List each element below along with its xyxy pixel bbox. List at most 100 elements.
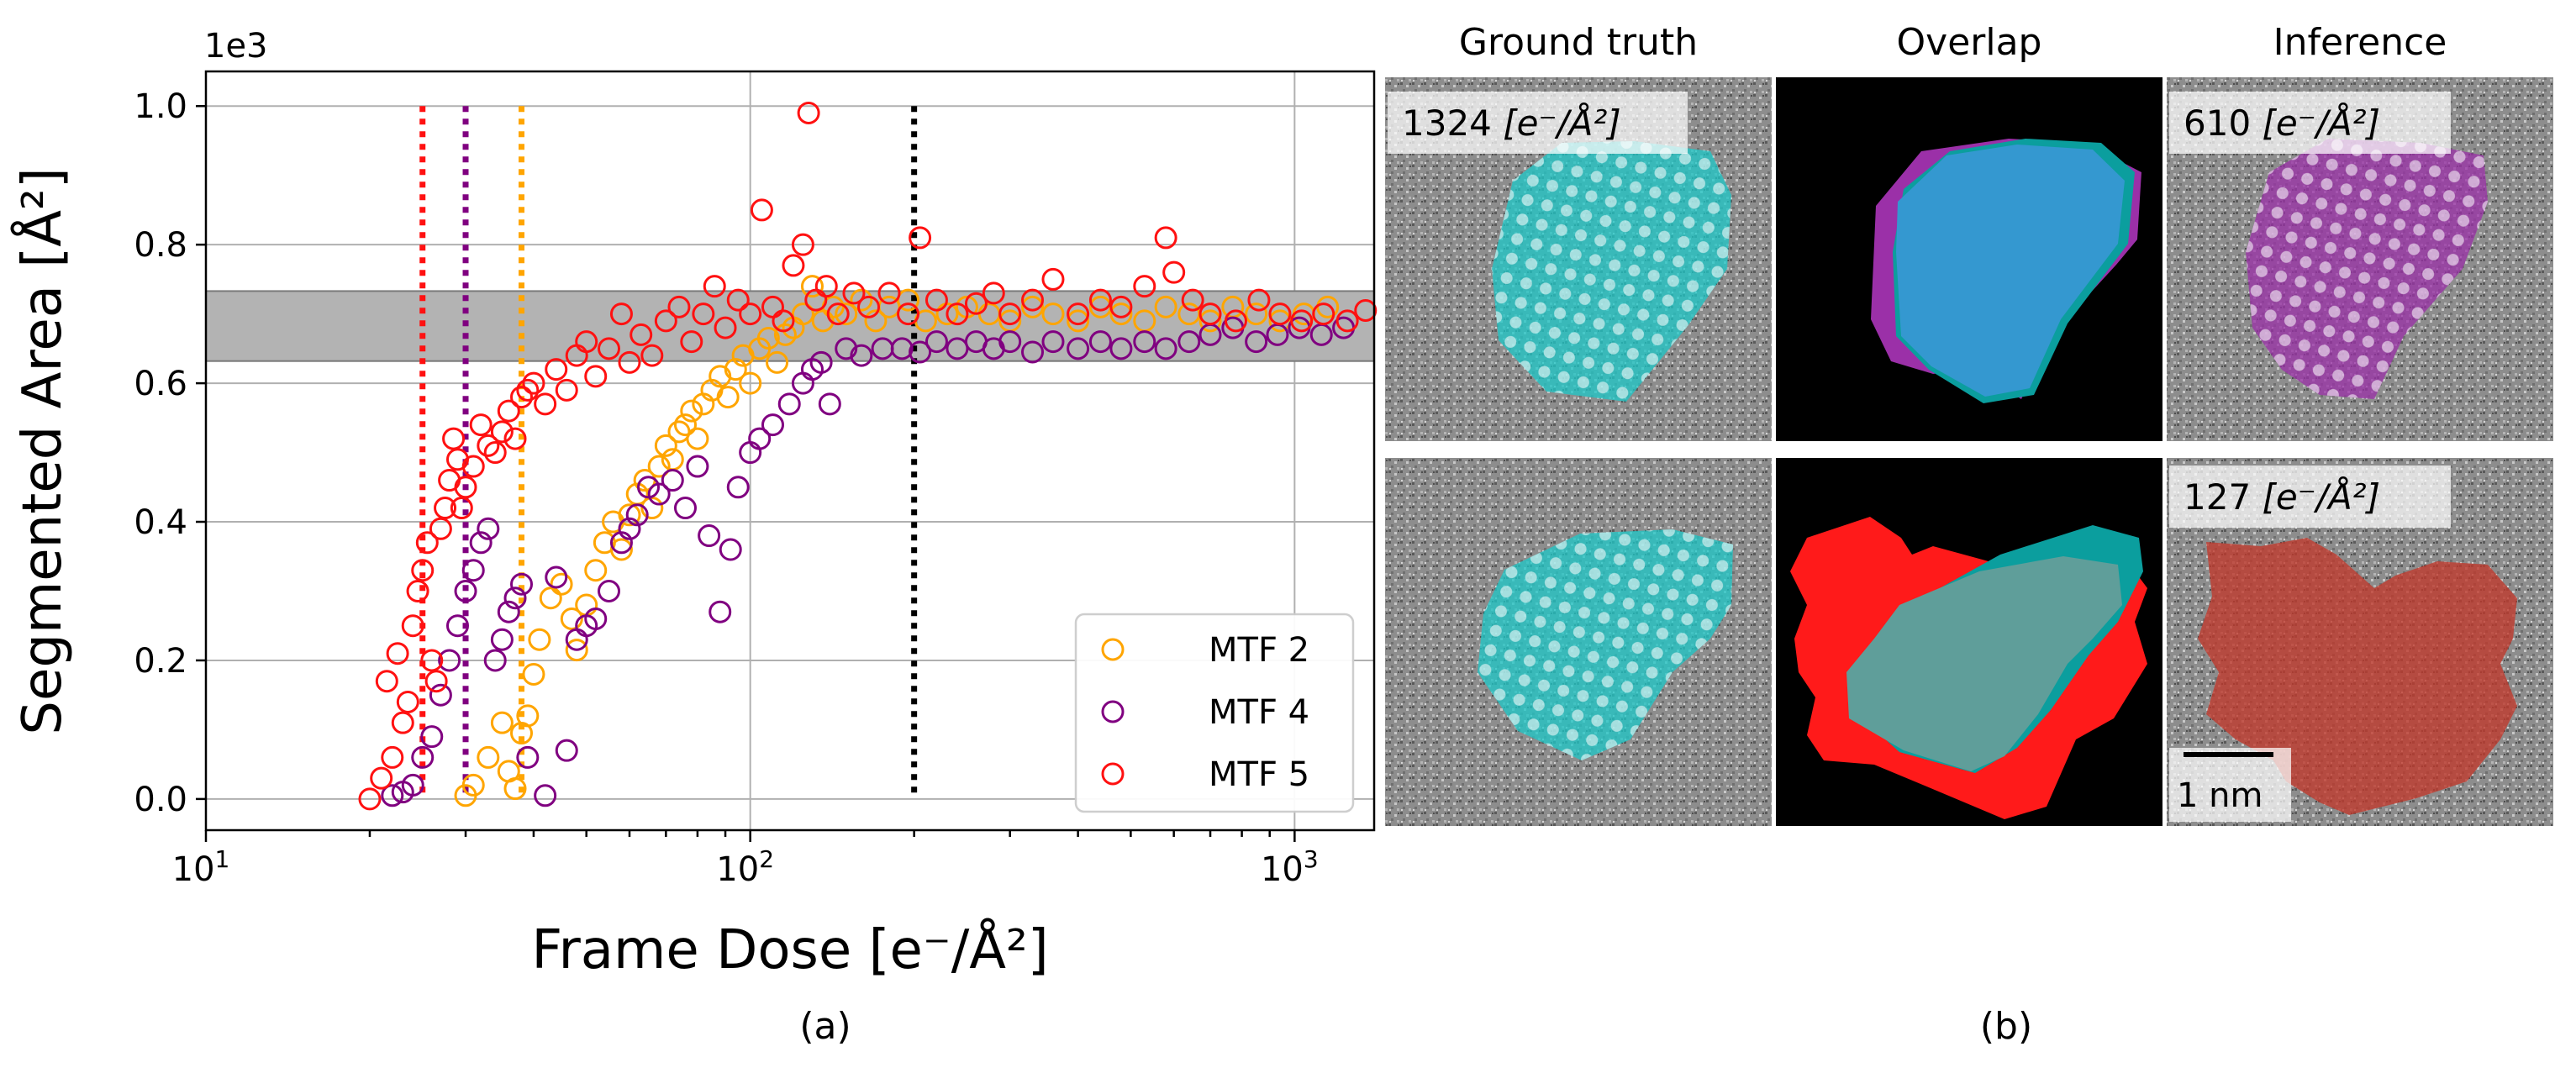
data-point xyxy=(647,455,671,478)
data-point xyxy=(429,517,452,540)
data-point xyxy=(528,628,551,651)
legend-label-mtf2: MTF 2 xyxy=(1209,631,1309,670)
data-point xyxy=(797,101,820,124)
data-point xyxy=(773,323,797,346)
data-point xyxy=(420,649,444,672)
dose-label-row1-inf: 610 [e⁻/Å²] xyxy=(2184,102,2380,144)
data-point xyxy=(1177,330,1201,354)
data-point xyxy=(1088,330,1112,354)
data-point xyxy=(598,337,621,360)
dose-label-row2-inf: 127 [e⁻/Å²] xyxy=(2184,476,2380,518)
data-point xyxy=(782,254,805,277)
data-point xyxy=(1041,302,1065,326)
data-point xyxy=(510,386,534,409)
data-point xyxy=(1154,295,1177,318)
data-point xyxy=(890,337,914,360)
panel-b-label: (b) xyxy=(1980,1005,2032,1048)
y-tick-label: 0.6 xyxy=(134,365,187,403)
data-point xyxy=(575,593,598,617)
data-point xyxy=(982,281,1005,305)
data-point xyxy=(490,420,514,444)
x-tick-label: 103 xyxy=(1261,845,1319,889)
data-point xyxy=(826,302,850,326)
data-point xyxy=(1109,337,1133,360)
col-title-inference: Inference xyxy=(2273,21,2447,64)
data-point xyxy=(654,309,677,333)
data-point xyxy=(434,497,457,520)
data-point xyxy=(454,579,477,602)
data-point xyxy=(673,413,697,437)
y-scale-label: 1e3 xyxy=(204,27,268,66)
data-point xyxy=(647,482,671,506)
data-point xyxy=(756,326,780,350)
y-tick-label: 0.4 xyxy=(134,503,187,542)
data-point xyxy=(609,302,633,326)
data-point xyxy=(800,275,824,298)
data-point xyxy=(550,572,573,596)
data-point xyxy=(909,340,932,364)
overlap-grey-region xyxy=(1846,556,2122,771)
data-point xyxy=(1133,275,1156,298)
data-point xyxy=(598,579,621,602)
data-point xyxy=(814,275,838,298)
data-point xyxy=(483,441,507,465)
data-point xyxy=(424,670,448,693)
data-point xyxy=(539,586,562,610)
data-point xyxy=(791,302,814,326)
data-point xyxy=(625,503,649,527)
data-point xyxy=(897,302,920,326)
data-point xyxy=(1133,330,1156,354)
data-point xyxy=(461,559,485,582)
data-point xyxy=(857,295,881,318)
data-point xyxy=(516,745,540,769)
data-point xyxy=(411,559,435,582)
data-point xyxy=(445,614,469,638)
data-point xyxy=(714,316,737,339)
scale-bar-label: 1 nm xyxy=(2177,776,2263,815)
data-point xyxy=(545,358,568,381)
data-point xyxy=(516,378,540,402)
data-point xyxy=(477,434,500,457)
dose-label-row1-gt: 1324 [e⁻/Å²] xyxy=(1402,102,1621,144)
data-point xyxy=(401,773,424,797)
data-point xyxy=(777,392,801,416)
data-point xyxy=(450,497,473,520)
data-point xyxy=(381,745,404,769)
data-point xyxy=(1021,295,1045,318)
data-point xyxy=(442,427,466,450)
data-point xyxy=(667,295,691,318)
data-point xyxy=(1312,302,1335,326)
data-point xyxy=(1290,309,1314,333)
data-point xyxy=(555,739,578,762)
data-point xyxy=(1041,330,1065,354)
data-point xyxy=(575,330,598,354)
data-point xyxy=(609,538,633,561)
image-row1-inference: 610 [e⁻/Å²] xyxy=(2167,77,2553,441)
legend-marker-mtf2 xyxy=(1101,638,1125,661)
legend-marker-mtf5 xyxy=(1101,762,1125,786)
data-point xyxy=(370,766,393,790)
data-point xyxy=(739,302,762,326)
y-tick-label: 0.0 xyxy=(134,781,187,819)
legend-label-mtf4: MTF 4 xyxy=(1209,693,1309,732)
data-point xyxy=(835,337,858,360)
data-point xyxy=(925,330,948,354)
data-point xyxy=(686,455,709,478)
data-point xyxy=(680,330,703,354)
data-point xyxy=(1109,295,1133,318)
data-point xyxy=(1021,340,1045,364)
data-point xyxy=(429,683,452,707)
legend-label-mtf5: MTF 5 xyxy=(1209,755,1309,794)
data-point xyxy=(477,745,500,769)
data-point xyxy=(503,586,527,610)
data-point xyxy=(469,531,493,555)
data-point xyxy=(654,434,677,457)
x-tick-label: 102 xyxy=(716,845,774,889)
data-point xyxy=(510,572,534,596)
col-title-ground-truth: Ground truth xyxy=(1459,21,1698,64)
y-tick-label: 1.0 xyxy=(134,87,187,126)
data-point xyxy=(761,413,784,437)
data-point xyxy=(719,538,742,561)
data-point xyxy=(477,517,500,540)
